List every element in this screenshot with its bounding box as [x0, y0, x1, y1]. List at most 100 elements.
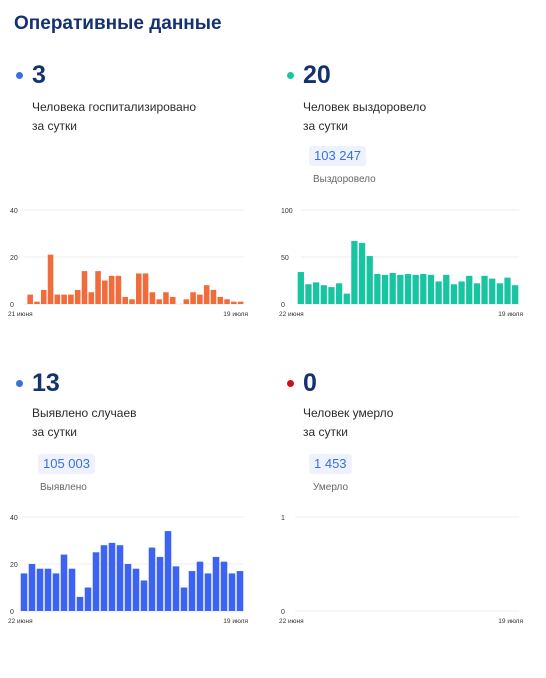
y-tick-label: 50	[281, 255, 289, 262]
bar	[142, 273, 149, 304]
y-tick-label: 0	[10, 302, 14, 309]
bar	[136, 273, 142, 304]
bar	[124, 564, 132, 611]
bar	[435, 281, 442, 304]
y-tick-label: 20	[10, 562, 18, 569]
bar	[466, 275, 473, 304]
y-tick-label: 0	[281, 609, 285, 616]
x-start-label: 22 июня	[8, 618, 33, 625]
page-title: Оперативные данные	[14, 13, 222, 34]
bar	[164, 531, 172, 611]
caption-line-1: Человек умерло	[303, 406, 394, 420]
caption-line-2: за сутки	[303, 119, 348, 133]
caption-line-1: Выявлено случаев	[32, 406, 137, 420]
bar	[397, 274, 404, 304]
bar	[351, 241, 358, 304]
y-tick-label: 0	[10, 609, 14, 616]
caption: Человек умерло за сутки	[303, 404, 393, 442]
bar	[156, 556, 164, 611]
bar	[60, 554, 68, 611]
bar	[180, 587, 188, 611]
y-tick-label: 1	[281, 515, 285, 522]
x-end-label: 19 июля	[223, 311, 248, 318]
y-tick-label: 100	[281, 208, 293, 215]
bar	[102, 280, 108, 304]
bar	[412, 274, 419, 304]
caption: Человек выздоровело за сутки	[303, 98, 426, 136]
bar	[20, 573, 28, 611]
bar	[115, 275, 122, 304]
chart-hospitalized: 0 20 40 21 июня 19 июля	[8, 208, 248, 318]
indicator-dot	[16, 72, 23, 79]
indicator-dot	[287, 380, 294, 387]
x-end-label: 19 июля	[498, 618, 523, 625]
total-value-badge: 1 453	[309, 454, 352, 474]
bar	[132, 568, 140, 611]
x-start-label: 22 июня	[279, 618, 304, 625]
bar	[443, 274, 450, 304]
bar	[237, 301, 244, 304]
panel-died: 0 Человек умерло за сутки 1 453 Умерло 0…	[279, 368, 545, 678]
x-start-label: 22 июня	[279, 311, 304, 318]
bar	[100, 545, 108, 611]
caption-line-2: за сутки	[303, 425, 348, 439]
indicator-dot	[16, 380, 23, 387]
caption-line-1: Человека госпитализировано	[32, 100, 197, 114]
bar	[512, 285, 519, 304]
x-end-label: 19 июля	[223, 618, 248, 625]
bar	[374, 273, 381, 304]
bar	[381, 274, 389, 304]
bar	[335, 283, 343, 304]
y-tick-label: 40	[10, 208, 18, 215]
bar	[489, 278, 496, 304]
y-tick-label: 20	[10, 255, 18, 262]
bar	[481, 275, 488, 304]
bar	[68, 294, 74, 304]
bar	[217, 296, 224, 304]
bar	[328, 287, 335, 304]
panel-recovered: 20 Человек выздоровело за сутки 103 247 …	[279, 60, 545, 370]
bar	[504, 277, 511, 304]
bar	[108, 275, 115, 304]
bar	[61, 294, 67, 304]
bar	[76, 596, 84, 611]
bar	[108, 542, 116, 611]
bar	[231, 301, 237, 304]
chart-recovered: 0 50 100 22 июня 19 июля	[279, 208, 523, 318]
panel-detected: 13 Выявлено случаев за сутки 105 003 Выя…	[8, 368, 274, 678]
bar	[212, 556, 220, 611]
total-value-badge: 103 247	[309, 146, 366, 166]
bar	[236, 571, 244, 611]
bar	[224, 299, 230, 304]
bar	[116, 545, 124, 611]
indicator-dot	[287, 72, 294, 79]
bar	[169, 296, 176, 304]
bar	[210, 289, 217, 304]
daily-count: 20	[303, 61, 331, 89]
bar	[34, 301, 40, 304]
y-tick-label: 40	[10, 515, 18, 522]
bar	[40, 289, 47, 304]
bar	[74, 289, 81, 304]
total-label: Умерло	[313, 482, 349, 493]
bar	[188, 571, 196, 611]
bar	[84, 587, 92, 611]
bar	[366, 256, 373, 304]
bar	[149, 292, 156, 304]
bar	[404, 273, 412, 304]
bar	[163, 292, 169, 304]
panel-hospitalized: 3 Человека госпитализировано за сутки 0 2…	[8, 60, 274, 370]
bar	[47, 254, 54, 304]
bar	[427, 274, 435, 304]
bar	[68, 568, 76, 611]
daily-count: 13	[32, 369, 60, 397]
bar	[496, 283, 504, 304]
bar	[312, 282, 320, 304]
bar	[204, 573, 212, 611]
bar	[220, 561, 228, 611]
caption: Выявлено случаев за сутки	[32, 404, 137, 442]
bar	[92, 552, 100, 611]
bar	[122, 296, 128, 304]
bar	[183, 299, 190, 304]
total-label: Выявлено	[40, 482, 87, 493]
